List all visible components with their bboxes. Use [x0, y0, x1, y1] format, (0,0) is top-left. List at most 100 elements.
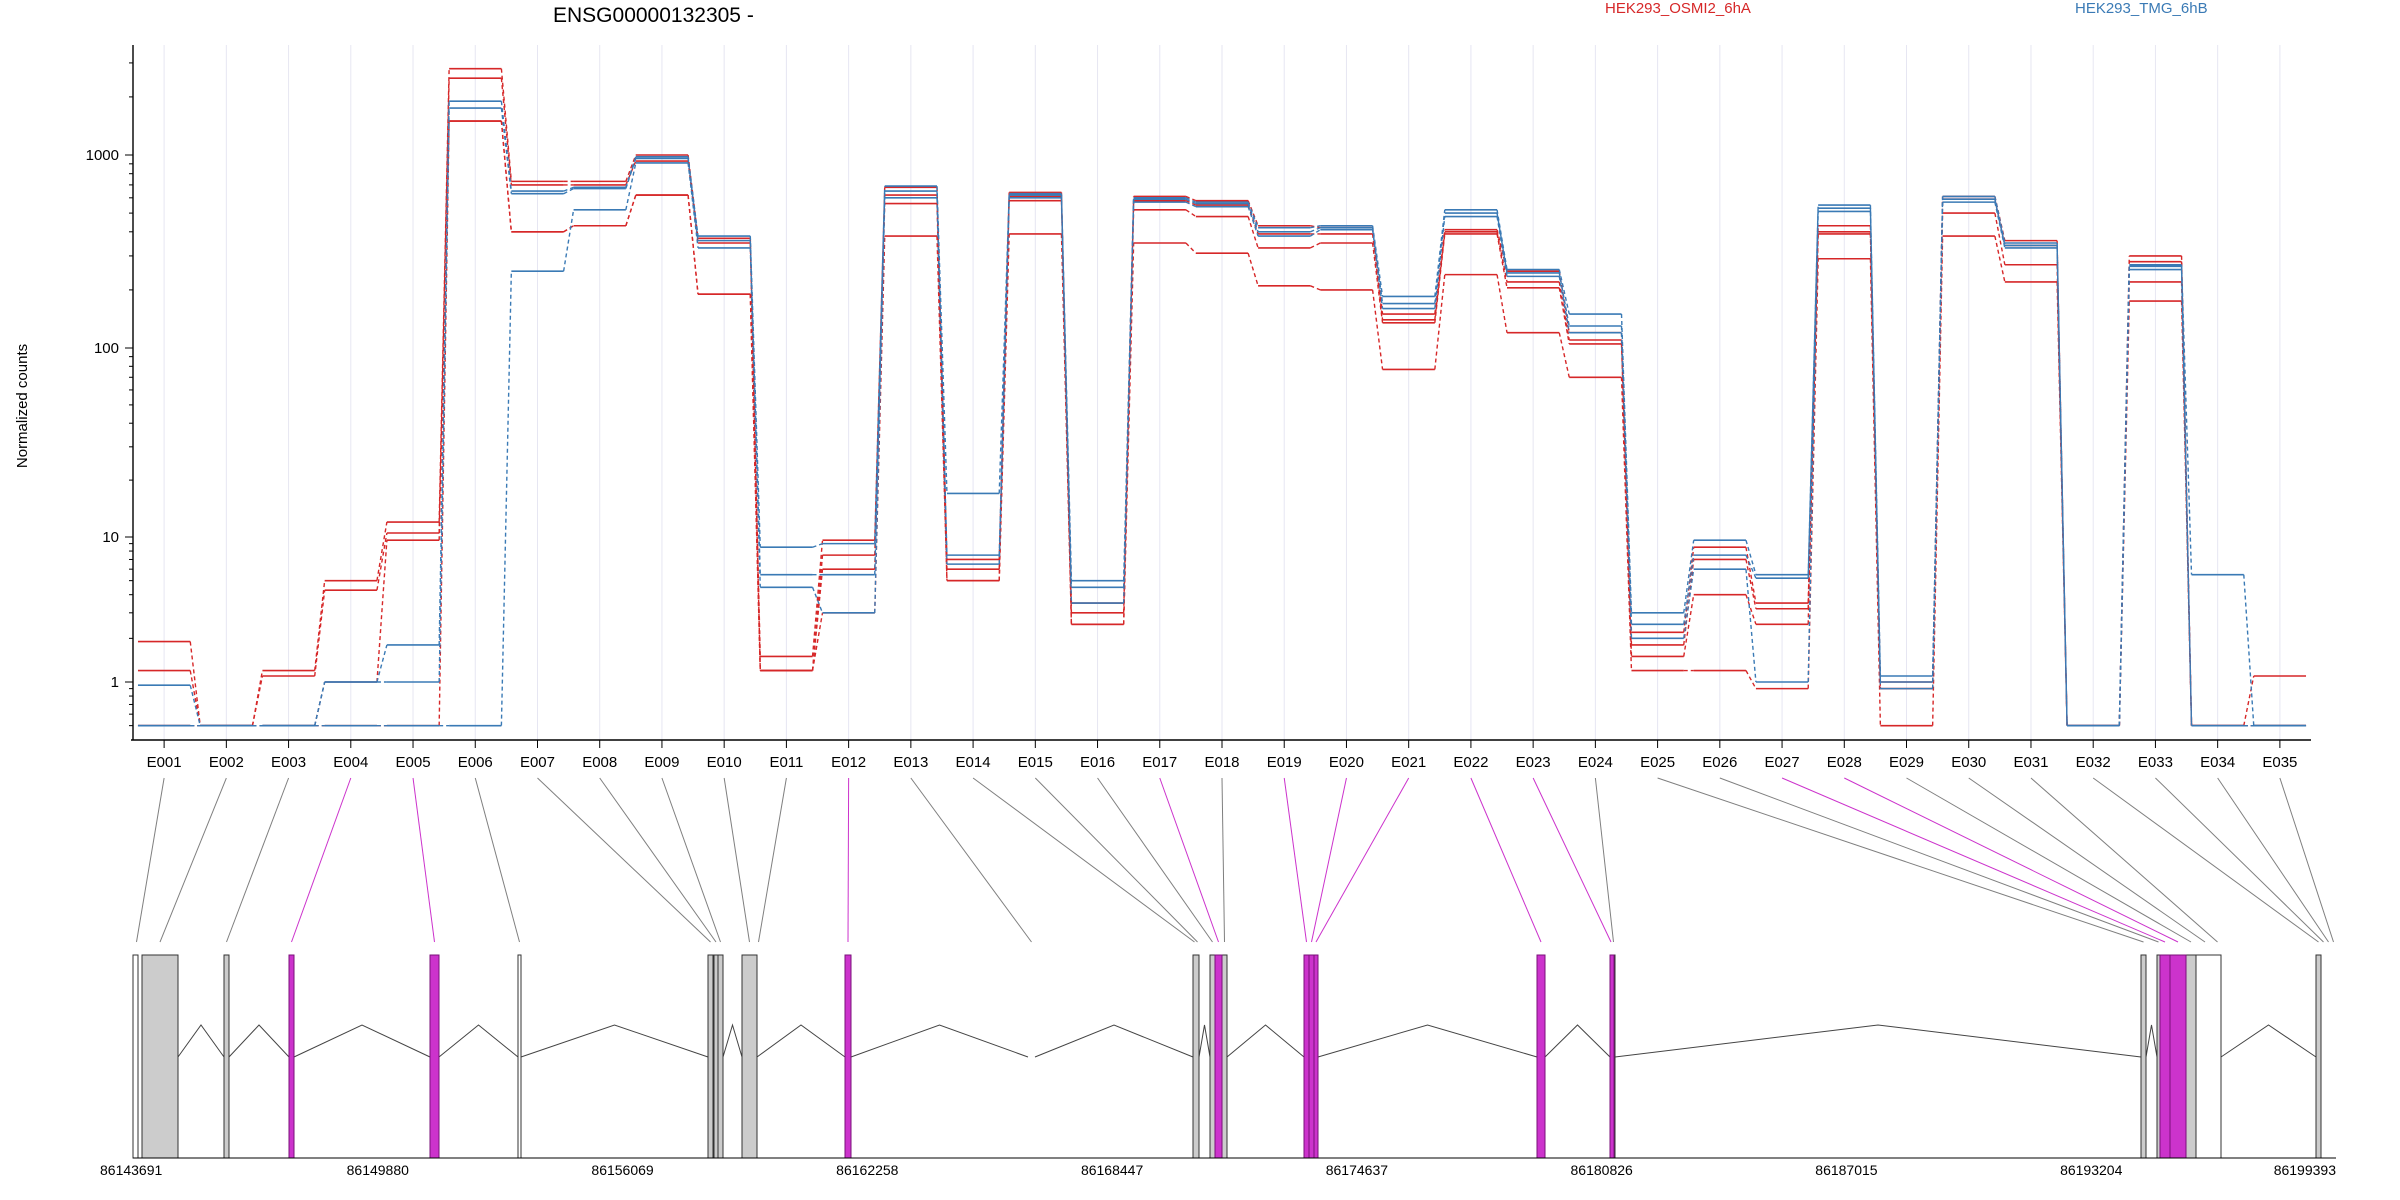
series-connector [1496, 233, 1508, 288]
series-connector [1620, 313, 1633, 613]
series-connector [1371, 225, 1384, 297]
series-connector [1309, 229, 1321, 237]
series-connector [1185, 209, 1197, 218]
series-connector [1683, 555, 1695, 625]
x-tick-label: E030 [1951, 754, 1986, 771]
series-connector [811, 540, 824, 657]
coordinate-label: 86199393 [2274, 1162, 2337, 1178]
significant-exon-bin [844, 954, 852, 1159]
series-connector [874, 186, 886, 544]
series-connector [1434, 233, 1446, 323]
x-tick-label: E021 [1391, 754, 1426, 771]
series-connector [376, 644, 388, 683]
exon-box [132, 954, 139, 1159]
significant-exon-bin [1308, 954, 1315, 1159]
y-tick-label: 1000 [86, 147, 119, 164]
x-tick-label: E006 [458, 754, 493, 771]
coordinate-label: 86168447 [1081, 1162, 1144, 1178]
series-connector [314, 580, 326, 671]
series-connector [687, 194, 699, 295]
series-connector [936, 186, 948, 494]
exon-connector [1719, 777, 2159, 943]
y-axis-label: Normalized counts [14, 344, 31, 468]
series-connector [1745, 559, 1757, 609]
x-tick-label: E009 [644, 754, 679, 771]
series-connector [1558, 281, 1570, 341]
intron-line [520, 1024, 709, 1058]
series-lines [137, 67, 2307, 727]
coordinate-label: 86149880 [347, 1162, 410, 1178]
series-connector [1310, 225, 1321, 229]
exon-connector [2155, 777, 2324, 943]
x-tick-label: E029 [1889, 754, 1924, 771]
x-tick-label: E023 [1516, 754, 1551, 771]
y-tick-label: 10 [102, 529, 119, 546]
intron-line [2145, 1024, 2158, 1058]
exon-connector [723, 777, 750, 943]
exon-connector [2092, 777, 2319, 943]
series-connector [1807, 208, 1819, 579]
x-tick-label: E004 [333, 754, 368, 771]
exon-box [1192, 954, 1200, 1159]
series-connector [1620, 332, 1633, 639]
series-connector [438, 68, 450, 523]
exon-box [741, 954, 758, 1159]
series-connector [1558, 332, 1570, 378]
series-connector [189, 685, 201, 726]
series-connector [376, 532, 388, 591]
exon-box [141, 954, 179, 1159]
exon-connector [1097, 777, 1213, 943]
x-tick-label: E018 [1204, 754, 1239, 771]
series-connector [2118, 266, 2130, 726]
exon-box [2140, 954, 2147, 1159]
series-connector [1185, 197, 1197, 203]
series-connector [1185, 201, 1197, 208]
exon-connector [226, 777, 290, 943]
series-connector [687, 162, 699, 249]
series-connector [1496, 274, 1508, 333]
exon-connector [1311, 777, 1347, 943]
series-connector [1931, 202, 1944, 689]
series-connector [1247, 201, 1259, 228]
series-connector [1434, 216, 1446, 309]
coordinate-label: 86143691 [100, 1162, 163, 1178]
series-connector [2243, 675, 2255, 726]
exon-connector [1532, 777, 1612, 943]
intron-line [850, 1024, 1029, 1058]
exon-box [707, 954, 714, 1159]
exon-connector [1034, 777, 1198, 943]
series-connector [189, 641, 201, 726]
x-tick-label: E020 [1329, 754, 1364, 771]
exon-box [2195, 954, 2222, 1159]
series-connector [998, 197, 1010, 565]
exon-connector [159, 777, 227, 943]
series-connector [1994, 212, 2006, 265]
series-connector [1994, 199, 2006, 246]
series-connector [1310, 285, 1321, 291]
series-connector [1745, 540, 1757, 575]
x-axis: E001 E002 E003 E004 E005 E006 E007 E008 E009 E010… [131, 739, 2311, 771]
intron-line [438, 1024, 519, 1058]
series-connector [1994, 235, 2006, 283]
significant-exon-bin [1313, 954, 1319, 1159]
exon-connector [1470, 777, 1542, 943]
x-tick-label: E007 [520, 754, 555, 771]
series-connector [1185, 198, 1197, 205]
series-connector [562, 209, 575, 272]
exon-connector [1221, 777, 1225, 943]
series-connector [1869, 208, 1882, 683]
series-connector [998, 193, 1010, 494]
genomic-coordinate-labels: 86143691 86149880 86156069 86162258 86168447… [100, 1162, 2336, 1178]
series-connector [1247, 216, 1259, 249]
x-tick-label: E016 [1080, 754, 1115, 771]
series-connector [1496, 209, 1508, 270]
series-connector [1683, 547, 1695, 633]
intron-line [756, 1024, 846, 1058]
series-connector [1558, 276, 1570, 333]
x-tick-label: E019 [1267, 754, 1302, 771]
x-tick-label: E031 [2013, 754, 2048, 771]
series-connector [189, 670, 201, 726]
series-connector [1185, 195, 1197, 202]
series-connector [998, 233, 1010, 581]
series-connector [625, 154, 637, 182]
